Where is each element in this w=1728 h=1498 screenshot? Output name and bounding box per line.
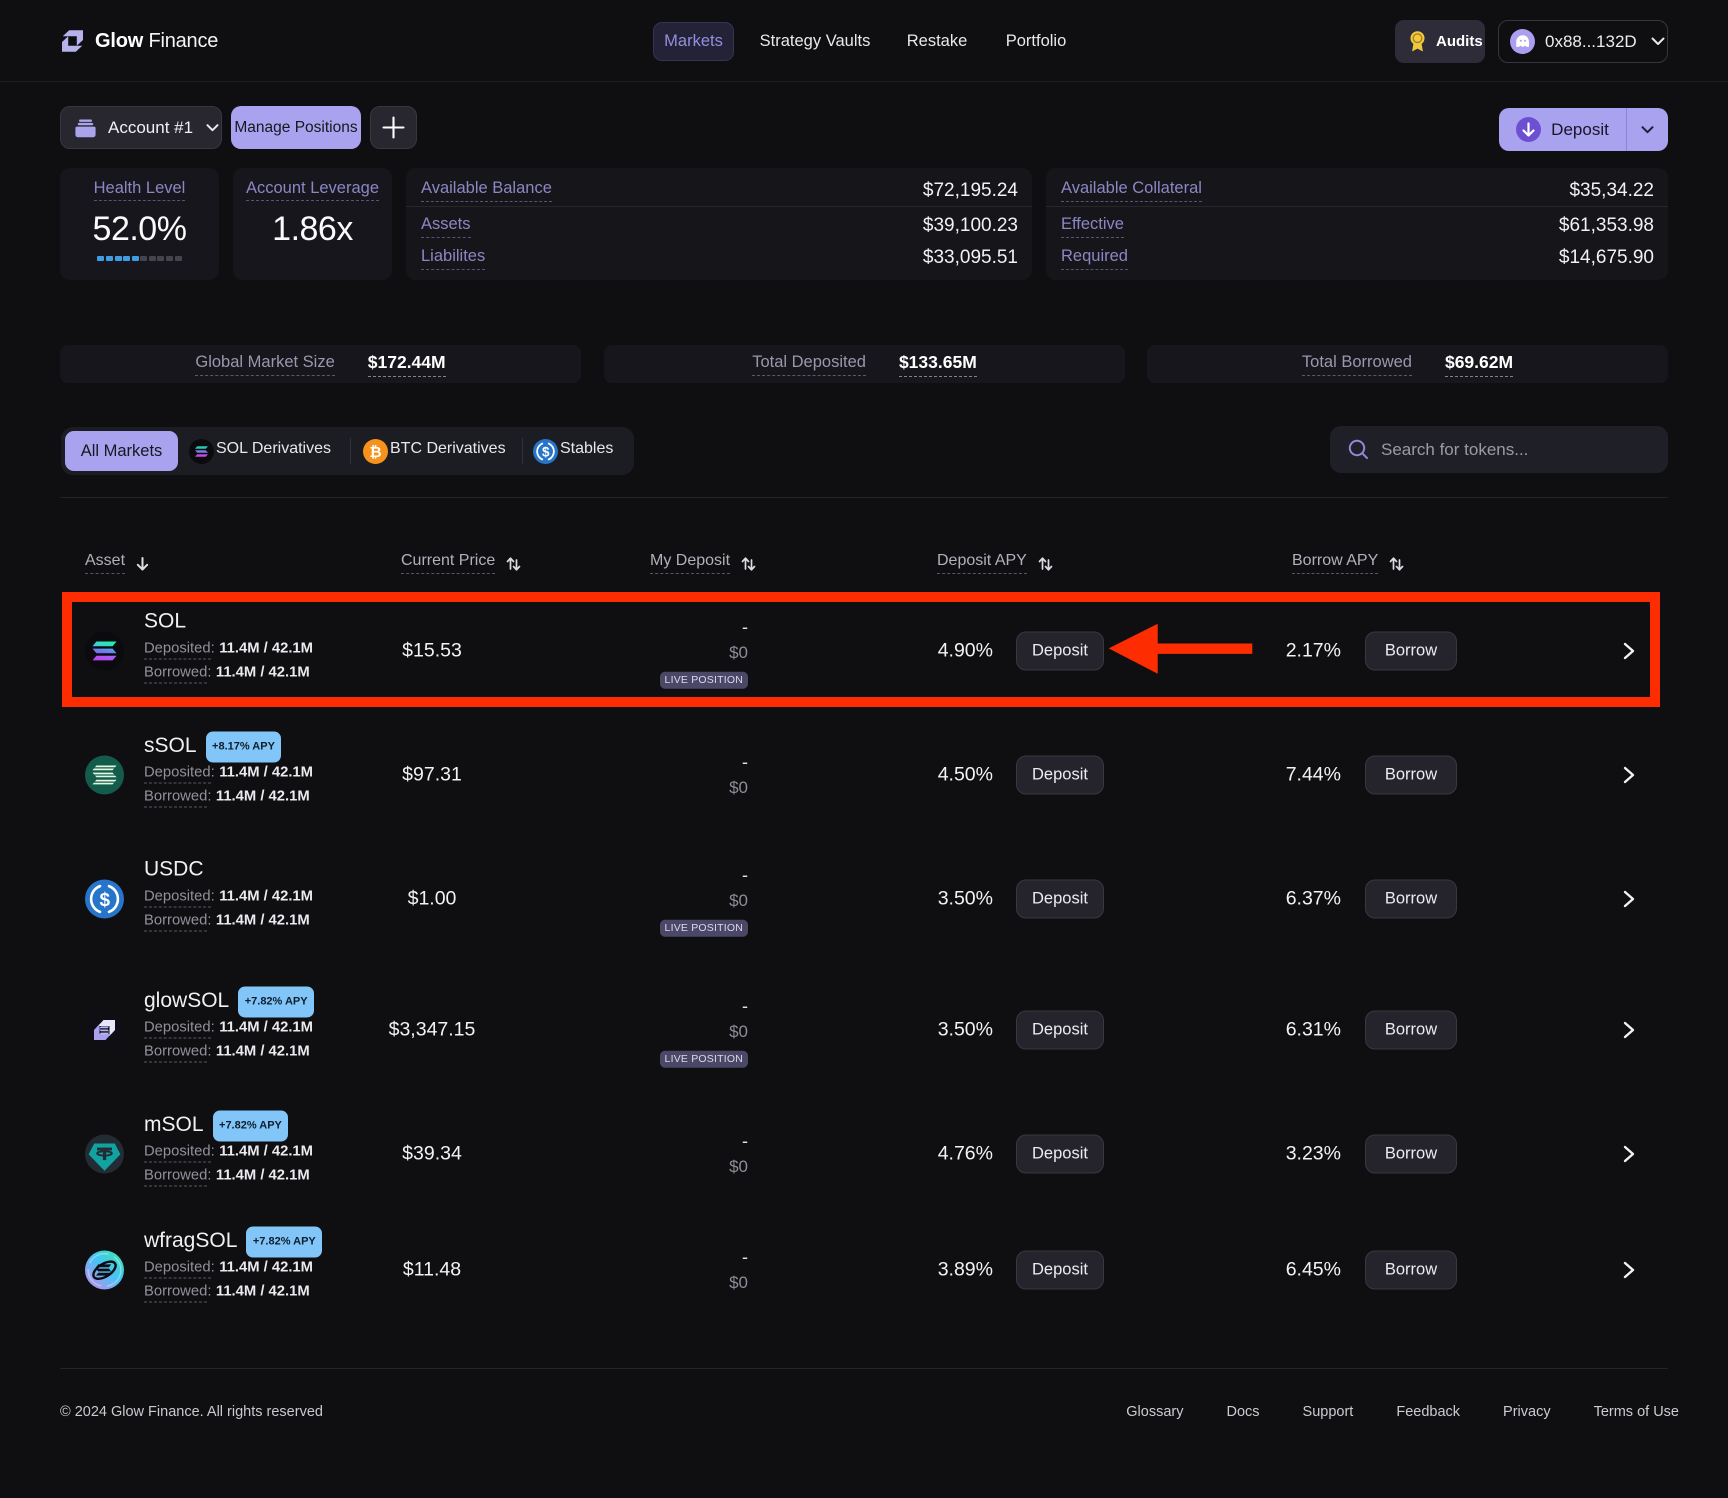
svg-text:₿: ₿ <box>369 444 381 461</box>
svg-text:$: $ <box>100 890 111 911</box>
svg-text:$: $ <box>542 444 550 459</box>
